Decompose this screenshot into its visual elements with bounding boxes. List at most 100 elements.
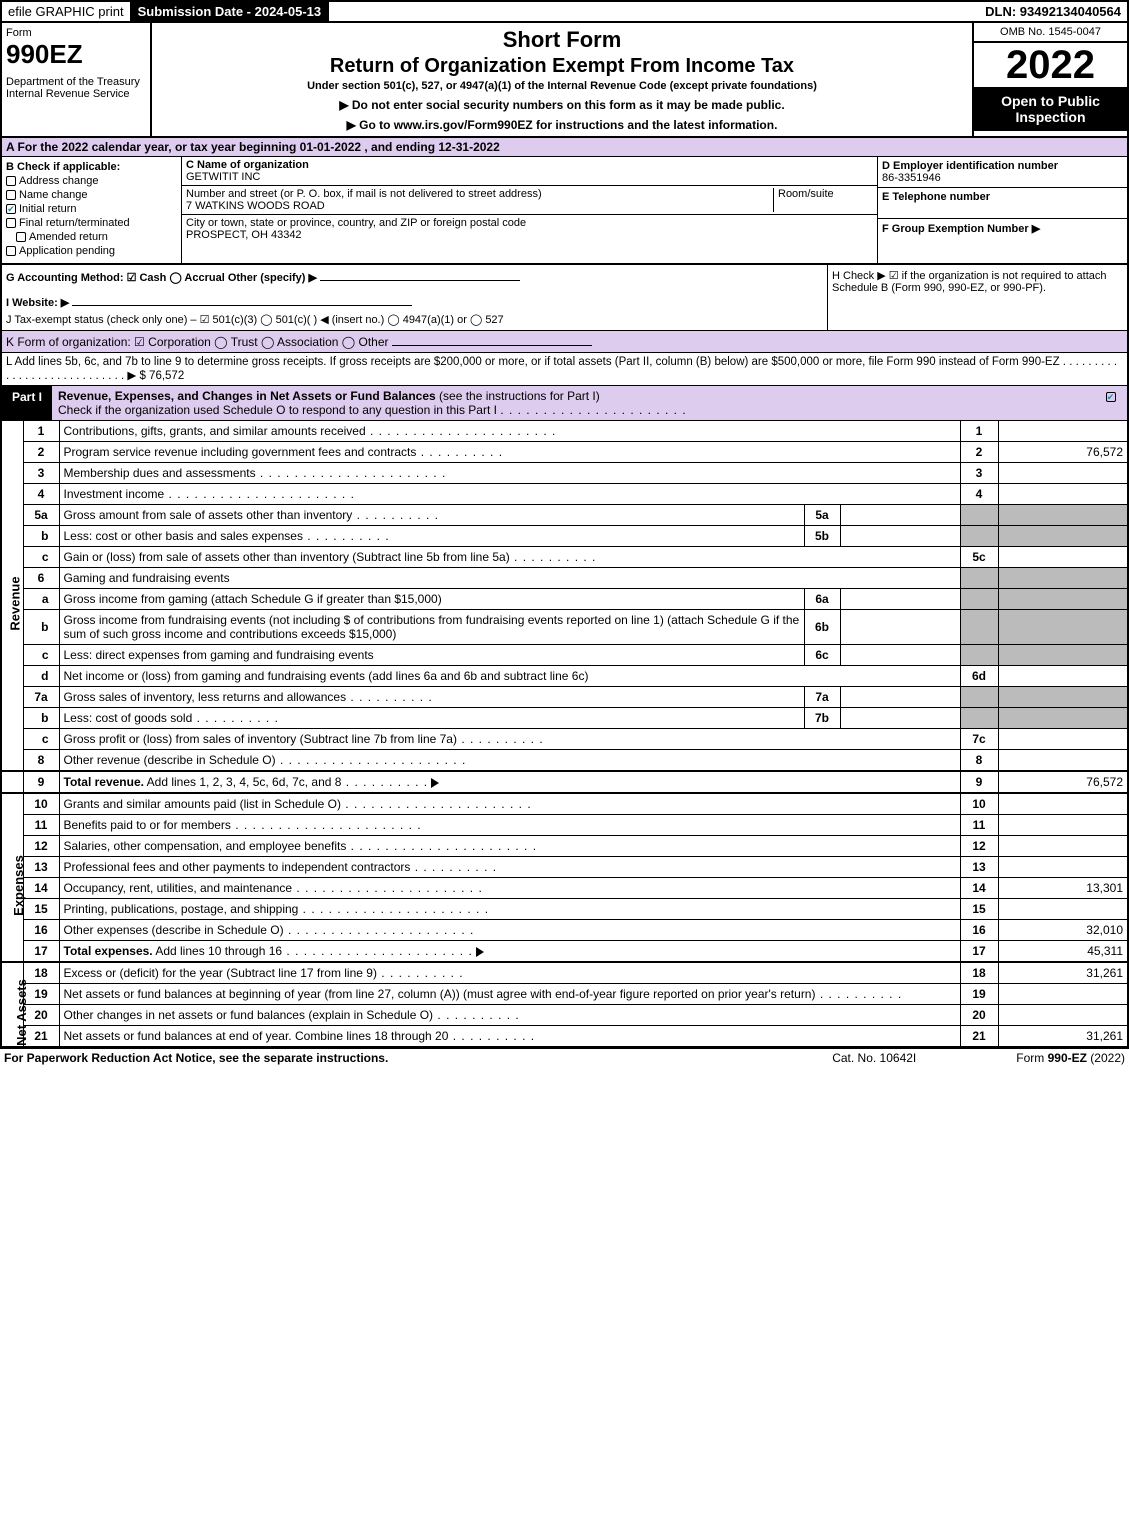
line-j: J Tax-exempt status (check only one) – ☑…: [6, 314, 504, 326]
checkbox-address-change[interactable]: [6, 176, 16, 186]
row-18-val: 31,261: [998, 962, 1128, 984]
header-block: Form 990EZ Department of the Treasury In…: [0, 23, 1129, 138]
row-20-desc: Other changes in net assets or fund bala…: [64, 1008, 434, 1022]
row-1-rnum: 1: [960, 421, 998, 442]
column-def: D Employer identification number 86-3351…: [877, 157, 1127, 263]
line-h: H Check ▶ ☑ if the organization is not r…: [827, 265, 1127, 330]
part1-header: Part I Revenue, Expenses, and Changes in…: [0, 386, 1129, 421]
row-2-desc: Program service revenue including govern…: [64, 445, 417, 459]
row-18-desc: Excess or (deficit) for the year (Subtra…: [64, 966, 377, 980]
f-label: F Group Exemption Number ▶: [882, 223, 1040, 235]
netassets-table: Net Assets 18 Excess or (deficit) for th…: [0, 961, 1129, 1048]
row-6d-desc: Net income or (loss) from gaming and fun…: [64, 669, 589, 683]
row-8-desc: Other revenue (describe in Schedule O): [64, 753, 276, 767]
city-label: City or town, state or province, country…: [186, 217, 526, 229]
row-3-desc: Membership dues and assessments: [64, 466, 256, 480]
row-14-val: 13,301: [998, 878, 1128, 899]
row-13-desc: Professional fees and other payments to …: [64, 860, 411, 874]
checkbox-amended[interactable]: [16, 232, 26, 242]
row-5c-desc: Gain or (loss) from sale of assets other…: [64, 550, 510, 564]
checkbox-initial-return[interactable]: [6, 204, 16, 214]
main-title: Return of Organization Exempt From Incom…: [162, 55, 962, 78]
checkbox-app-pending[interactable]: [6, 246, 16, 256]
org-name: GETWITIT INC: [186, 171, 260, 183]
column-c: C Name of organization GETWITIT INC Numb…: [182, 157, 877, 263]
row-14-desc: Occupancy, rent, utilities, and maintena…: [64, 881, 293, 895]
row-6b-desc: Gross income from fundraising events (no…: [64, 613, 800, 641]
arrow-icon: [476, 947, 484, 957]
row-9-val: 76,572: [998, 771, 1128, 792]
row-6-desc: Gaming and fundraising events: [64, 571, 230, 585]
row-9-desc: Total revenue.: [64, 775, 144, 789]
form-number: 990EZ: [6, 39, 146, 70]
footer-left: For Paperwork Reduction Act Notice, see …: [4, 1051, 388, 1065]
efile-label[interactable]: efile GRAPHIC print: [2, 2, 132, 21]
ein: 86-3351946: [882, 172, 941, 184]
dept-label: Department of the Treasury Internal Reve…: [6, 76, 146, 100]
row-5b-desc: Less: cost or other basis and sales expe…: [64, 529, 303, 543]
row-1-val: [998, 421, 1128, 442]
line-k: K Form of organization: ☑ Corporation ◯ …: [0, 331, 1129, 353]
row-1-desc: Contributions, gifts, grants, and simila…: [64, 424, 366, 438]
row-17-val: 45,311: [998, 941, 1128, 962]
line-l: L Add lines 5b, 6c, and 7b to line 9 to …: [0, 353, 1129, 386]
dln: DLN: 93492134040564: [979, 2, 1127, 21]
submission-date: Submission Date - 2024-05-13: [132, 2, 330, 21]
row-1-num: 1: [23, 421, 59, 442]
row-16-val: 32,010: [998, 920, 1128, 941]
checkbox-name-change[interactable]: [6, 190, 16, 200]
netassets-side-label: Net Assets: [14, 979, 29, 1046]
row-16-desc: Other expenses (describe in Schedule O): [64, 923, 284, 937]
part1-title: Revenue, Expenses, and Changes in Net As…: [52, 386, 1097, 420]
b-header: B Check if applicable:: [6, 161, 177, 173]
subtitle: Under section 501(c), 527, or 4947(a)(1)…: [162, 80, 962, 92]
room-label: Room/suite: [778, 188, 834, 200]
info-grid: B Check if applicable: Address change Na…: [0, 157, 1129, 265]
row-2-val: 76,572: [998, 442, 1128, 463]
row-6c-desc: Less: direct expenses from gaming and fu…: [64, 648, 374, 662]
row-7c-desc: Gross profit or (loss) from sales of inv…: [64, 732, 457, 746]
footer-catno: Cat. No. 10642I: [832, 1051, 916, 1065]
row-12-desc: Salaries, other compensation, and employ…: [64, 839, 347, 853]
checkbox-final-return[interactable]: [6, 218, 16, 228]
form-word: Form: [6, 27, 146, 39]
line-a: A For the 2022 calendar year, or tax yea…: [0, 138, 1129, 157]
footer-form: Form 990-EZ (2022): [1016, 1051, 1125, 1065]
row-g-h: G Accounting Method: ☑ Cash ◯ Accrual Ot…: [0, 265, 1129, 331]
arrow-icon: [431, 778, 439, 788]
c-name-label: C Name of organization: [186, 159, 309, 171]
footer: For Paperwork Reduction Act Notice, see …: [0, 1048, 1129, 1067]
d-label: D Employer identification number: [882, 160, 1058, 172]
expenses-side-label: Expenses: [11, 855, 26, 916]
header-center: Short Form Return of Organization Exempt…: [152, 23, 972, 136]
row-19-desc: Net assets or fund balances at beginning…: [64, 987, 816, 1001]
row-10-desc: Grants and similar amounts paid (list in…: [64, 797, 341, 811]
row-7b-desc: Less: cost of goods sold: [64, 711, 193, 725]
street-address: 7 WATKINS WOODS ROAD: [186, 200, 325, 212]
header-left: Form 990EZ Department of the Treasury In…: [2, 23, 152, 136]
row-6a-desc: Gross income from gaming (attach Schedul…: [64, 592, 442, 606]
row-21-val: 31,261: [998, 1026, 1128, 1048]
part1-check-text: Check if the organization used Schedule …: [58, 403, 497, 417]
row-7a-desc: Gross sales of inventory, less returns a…: [64, 690, 347, 704]
row-5a-desc: Gross amount from sale of assets other t…: [64, 508, 353, 522]
short-form-title: Short Form: [162, 27, 962, 53]
row-4-desc: Investment income: [64, 487, 165, 501]
street-label: Number and street (or P. O. box, if mail…: [186, 188, 542, 200]
revenue-side-label: Revenue: [8, 576, 23, 630]
line-g: G Accounting Method: ☑ Cash ◯ Accrual Ot…: [6, 272, 317, 284]
column-b: B Check if applicable: Address change Na…: [2, 157, 182, 263]
org-other-blank[interactable]: [392, 334, 592, 346]
row-21-desc: Net assets or fund balances at end of ye…: [64, 1029, 449, 1043]
row-11-desc: Benefits paid to or for members: [64, 818, 231, 832]
checkbox-part1-schedO[interactable]: [1106, 392, 1116, 402]
expenses-table: Expenses 10 Grants and similar amounts p…: [0, 792, 1129, 961]
revenue-table: Revenue 1 Contributions, gifts, grants, …: [0, 421, 1129, 792]
website-blank[interactable]: [72, 294, 412, 306]
e-label: E Telephone number: [882, 191, 990, 203]
top-bar: efile GRAPHIC print Submission Date - 20…: [0, 0, 1129, 23]
part1-label: Part I: [2, 386, 52, 420]
goto-link[interactable]: ▶ Go to www.irs.gov/Form990EZ for instru…: [162, 118, 962, 132]
accounting-other-blank[interactable]: [320, 269, 520, 281]
line-i-label: I Website: ▶: [6, 297, 69, 309]
